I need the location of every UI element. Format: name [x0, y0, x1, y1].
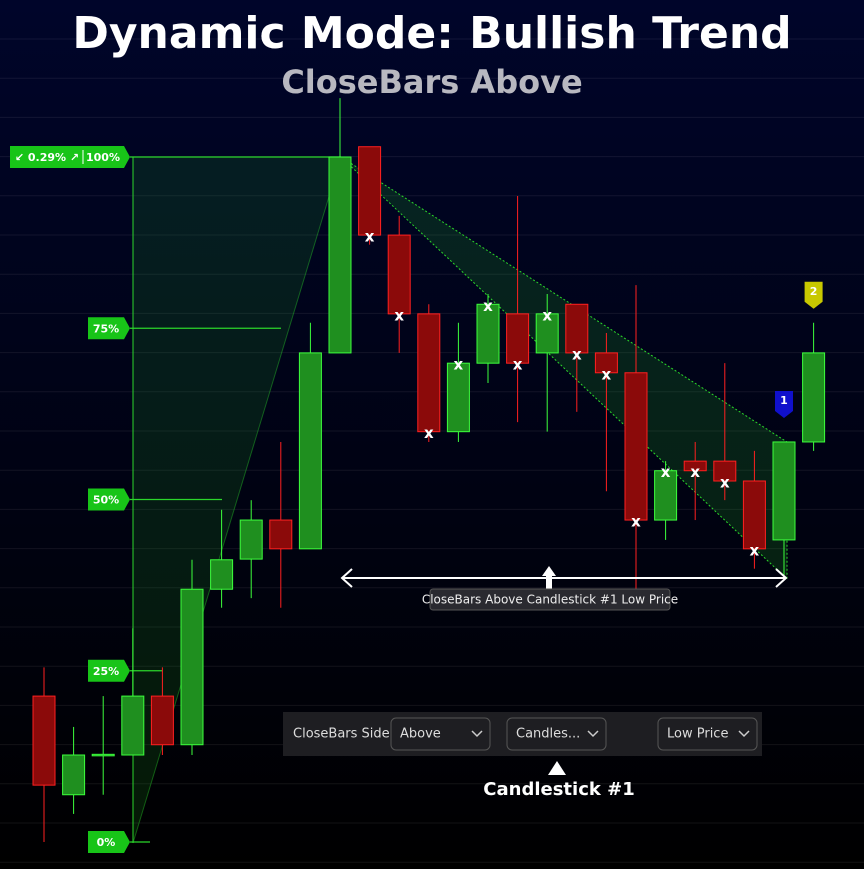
fib-label: 100%: [86, 151, 120, 164]
candle-body: [506, 313, 530, 364]
candle-body: [269, 519, 293, 550]
close-marker: x: [720, 474, 730, 492]
candle-body: [742, 480, 766, 550]
signal-badge-label: 2: [810, 285, 818, 298]
candle-body: [624, 372, 648, 521]
close-marker: x: [424, 424, 434, 442]
candle-body: [772, 441, 796, 541]
range-annotation: ↙ 0.29% ↗: [15, 151, 79, 164]
fib-label-box: [10, 146, 130, 168]
source-dropdown[interactable]: Candles...: [506, 717, 607, 751]
candle-body: [91, 753, 115, 757]
signal-badge: [804, 281, 823, 309]
close-marker: x: [690, 463, 700, 481]
candle-body: [594, 352, 618, 374]
signal-badge-label: 1: [780, 394, 788, 407]
candle-body: [150, 695, 174, 746]
toolbar-label: CloseBars Side: [293, 727, 390, 742]
subtitle: CloseBars Above: [281, 63, 582, 101]
candle-body: [565, 303, 589, 354]
fib-label-box: [88, 317, 130, 340]
candle-body: [683, 460, 707, 472]
price-dropdown[interactable]: Low Price: [657, 717, 758, 751]
close-marker: x: [602, 365, 612, 383]
candle-body: [358, 146, 382, 236]
dropdown-value: Low Price: [667, 727, 728, 742]
candle-body: [713, 460, 737, 482]
candle-body: [121, 695, 145, 756]
candle-body: [387, 234, 411, 315]
close-marker: x: [454, 356, 464, 374]
arrow-head: [775, 568, 788, 588]
title: Dynamic Mode: Bullish Trend: [72, 8, 791, 59]
close-marker: x: [661, 463, 671, 481]
pointer-triangle: [548, 761, 566, 775]
fib-label: 0%: [97, 836, 116, 849]
pointer-stem: [546, 574, 552, 592]
fib-label: 50%: [93, 494, 119, 507]
arrow-head: [340, 568, 353, 588]
candle-body: [210, 559, 234, 590]
close-marker: x: [542, 306, 552, 324]
span-label-box: [429, 588, 671, 611]
fib-label: 75%: [93, 322, 119, 335]
span-label: CloseBars Above Candlestick #1 Low Price: [422, 593, 678, 607]
candle-body: [239, 519, 263, 560]
candle-body: [180, 588, 204, 746]
candle-body: [32, 695, 56, 786]
candle-body: [535, 313, 559, 354]
close-marker: x: [750, 541, 760, 559]
close-marker: x: [631, 513, 641, 531]
candle-body: [476, 303, 500, 364]
close-marker: x: [513, 356, 523, 374]
signal-badge: [775, 390, 793, 418]
candle-body: [654, 470, 678, 521]
close-marker: x: [483, 297, 493, 315]
candle-body: [802, 352, 826, 443]
candle-body: [62, 754, 86, 796]
pointer-label: Candlestick #1: [483, 779, 634, 800]
fib-label-box: [88, 659, 130, 682]
candle-body: [298, 352, 322, 550]
close-marker: x: [394, 306, 404, 324]
fib-label-box: [88, 488, 130, 511]
candle-body: [446, 362, 470, 433]
dropdown-value: Candles...: [516, 727, 580, 742]
close-marker: x: [572, 345, 582, 363]
fib-label: 25%: [93, 665, 119, 678]
candle-body: [328, 156, 352, 354]
close-marker: x: [365, 228, 375, 246]
fib-label-box: [88, 831, 130, 853]
dropdown-value: Above: [400, 727, 441, 742]
pointer-head: [542, 566, 556, 576]
side-dropdown[interactable]: Above: [390, 717, 491, 751]
candle-body: [417, 313, 441, 433]
